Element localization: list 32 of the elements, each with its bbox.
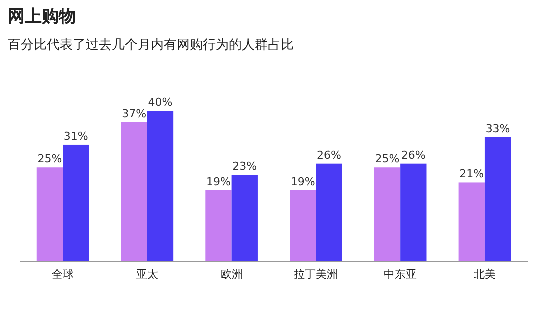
bar xyxy=(121,122,148,262)
x-tick-label: 中东亚 xyxy=(384,268,418,281)
bar xyxy=(374,168,401,262)
data-label: 23% xyxy=(232,160,258,174)
data-label: 40% xyxy=(148,96,173,109)
data-label: 26% xyxy=(401,148,426,162)
bar xyxy=(147,111,174,262)
x-tick-label: 拉丁美洲 xyxy=(294,268,338,281)
x-tick-label: 全球 xyxy=(52,268,74,281)
data-label: 19% xyxy=(290,175,316,188)
bar xyxy=(206,190,232,262)
x-tick-label: 亚太 xyxy=(136,268,158,281)
chart-title: 网上购物 xyxy=(8,7,76,27)
x-tick-label: 北美 xyxy=(474,268,496,281)
data-label: 37% xyxy=(122,107,147,120)
data-label: 31% xyxy=(64,130,88,143)
bar xyxy=(400,164,427,262)
bar xyxy=(458,182,485,262)
data-label: 25% xyxy=(38,152,62,166)
data-label: 21% xyxy=(460,168,484,181)
data-label: 33% xyxy=(486,122,510,136)
bar xyxy=(290,190,316,262)
chart-subtitle: 百分比代表了过去几个月内有网购行为的人群占比 xyxy=(8,38,294,53)
data-label: 19% xyxy=(206,175,231,188)
bar xyxy=(63,144,90,262)
data-label: 25% xyxy=(375,152,400,166)
bar xyxy=(484,137,512,262)
x-tick-label: 欧洲 xyxy=(220,268,243,281)
bar xyxy=(232,175,258,262)
bar xyxy=(36,168,64,262)
data-label: 26% xyxy=(317,148,342,162)
bar xyxy=(316,164,342,262)
